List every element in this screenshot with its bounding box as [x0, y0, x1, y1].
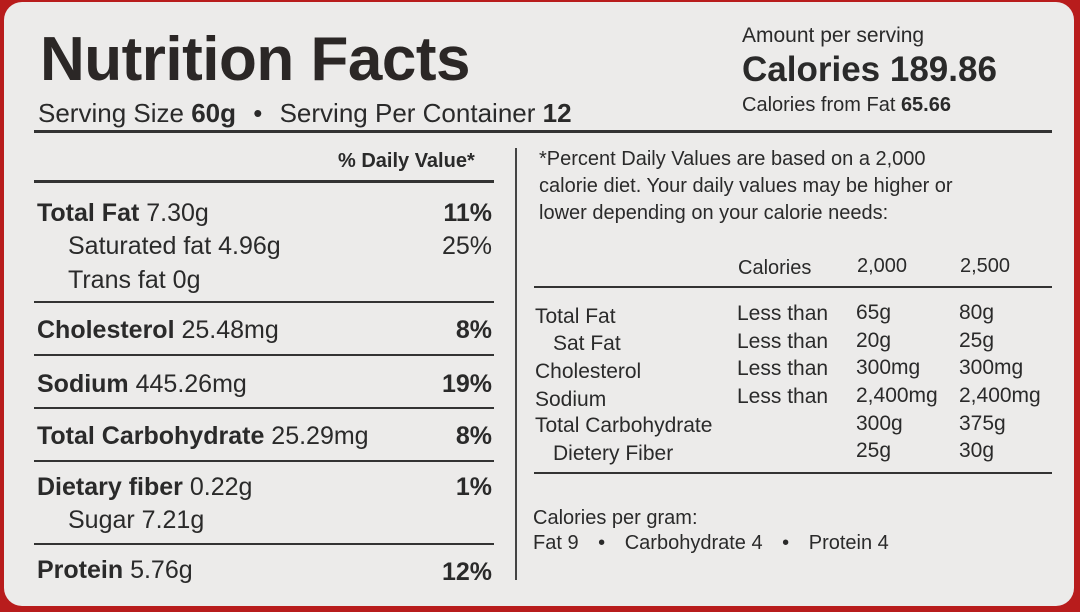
table-row-name: Sodium [535, 388, 607, 411]
nutrient-saturated-fat-pct: 25% [441, 232, 492, 260]
divider [34, 407, 494, 409]
nutrient-cholesterol-pct: 8% [455, 316, 492, 344]
table-top-divider [534, 286, 1052, 288]
calories-from-fat-label: Calories from Fat [742, 94, 896, 116]
table-row-v1: 300g [856, 412, 903, 435]
calories-per-gram-label: Calories per gram: [533, 507, 698, 529]
fat-per-gram: Fat 9 [533, 532, 579, 554]
divider [34, 301, 494, 303]
footnote-line: *Percent Daily Values are based on a 2,0… [539, 148, 926, 170]
nutrient-protein-pct: 12% [441, 558, 492, 586]
table-row-v2: 2,400mg [959, 384, 1041, 407]
calories: Calories 189.86 [742, 50, 997, 90]
table-row-v1: 20g [856, 329, 892, 352]
table-row-v1: 2,400mg [856, 384, 938, 407]
serving-size-label: Serving Size [38, 98, 184, 128]
nutrient-total-fat-pct: 11% [443, 199, 492, 227]
calories-from-fat: Calories from Fat 65.66 [742, 94, 951, 117]
serving-info: Serving Size 60g • Serving Per Container… [38, 98, 572, 129]
table-row-v1: 300mg [856, 356, 921, 379]
table-row-name: Dietery Fiber [553, 442, 674, 465]
table-row-name: Total Fat [535, 305, 616, 328]
nutrition-facts-title: Nutrition Facts [40, 25, 470, 94]
table-row-v1: 25g [856, 439, 892, 462]
nutrient-sodium-pct: 19% [441, 370, 492, 398]
table-header-2500: 2,500 [960, 255, 1011, 277]
bullet: • [782, 532, 790, 554]
table-bottom-divider [534, 472, 1052, 474]
calories-value: 189.86 [889, 50, 997, 89]
divider [34, 543, 494, 545]
divider [34, 460, 494, 462]
daily-value-header: % Daily Value* [338, 150, 475, 172]
nutrient-sugar: Sugar 7.21g [68, 506, 205, 534]
serving-size-value: 60g [191, 98, 237, 128]
table-row-qual: Less than [737, 357, 829, 380]
table-row-v2: 375g [959, 412, 1006, 435]
table-row-v2: 30g [959, 439, 995, 462]
nutrient-total-carbohydrate-pct: 8% [455, 422, 492, 450]
bullet: • [598, 532, 606, 554]
calories-from-fat-value: 65.66 [900, 94, 951, 116]
table-row-name: Total Carbohydrate [535, 414, 713, 437]
nutrient-total-carbohydrate: Total Carbohydrate 25.29mg [37, 422, 369, 450]
calories-per-gram-values: Fat 9 • Carbohydrate 4 • Protein 4 [533, 532, 889, 555]
table-row-qual: Less than [737, 302, 829, 325]
serving-bullet: • [253, 98, 263, 128]
amount-per-serving: Amount per serving [742, 24, 925, 47]
table-row-v2: 80g [959, 301, 995, 324]
nutrient-cholesterol: Cholesterol 25.48mg [37, 316, 279, 344]
footnote-line: lower depending on your calorie needs: [539, 202, 889, 224]
nutrient-dietary-fiber: Dietary fiber 0.22g [37, 473, 253, 501]
nutrient-trans-fat: Trans fat 0g [68, 266, 201, 294]
nutrient-saturated-fat: Saturated fat 4.96g [68, 232, 281, 260]
column-divider [515, 148, 517, 580]
divider [34, 354, 494, 356]
daily-value-divider [34, 180, 494, 183]
nutrient-protein: Protein 5.76g [37, 556, 193, 584]
carb-per-gram: Carbohydrate 4 [624, 532, 763, 554]
servings-per-container-value: 12 [542, 98, 572, 128]
table-row-v2: 25g [959, 329, 995, 352]
table-row-name: Cholesterol [535, 360, 642, 383]
table-row-v1: 65g [856, 301, 892, 324]
nutrition-label: Nutrition Facts Serving Size 60g • Servi… [4, 2, 1074, 606]
protein-per-gram: Protein 4 [808, 532, 889, 554]
table-row-name: Sat Fat [553, 332, 621, 355]
servings-per-container-label: Serving Per Container [279, 98, 536, 128]
nutrient-dietary-fiber-pct: 1% [455, 473, 492, 501]
table-row-qual: Less than [737, 330, 829, 353]
nutrient-sodium: Sodium 445.26mg [37, 370, 247, 398]
calories-label: Calories [742, 50, 881, 89]
table-row-v2: 300mg [959, 356, 1024, 379]
footnote-line: calorie diet. Your daily values may be h… [539, 175, 953, 197]
table-header-2000: 2,000 [857, 255, 908, 277]
table-header-calories: Calories [738, 257, 812, 279]
table-row-qual: Less than [737, 385, 829, 408]
top-divider [34, 130, 1052, 133]
nutrient-total-fat: Total Fat 7.30g [37, 199, 209, 227]
